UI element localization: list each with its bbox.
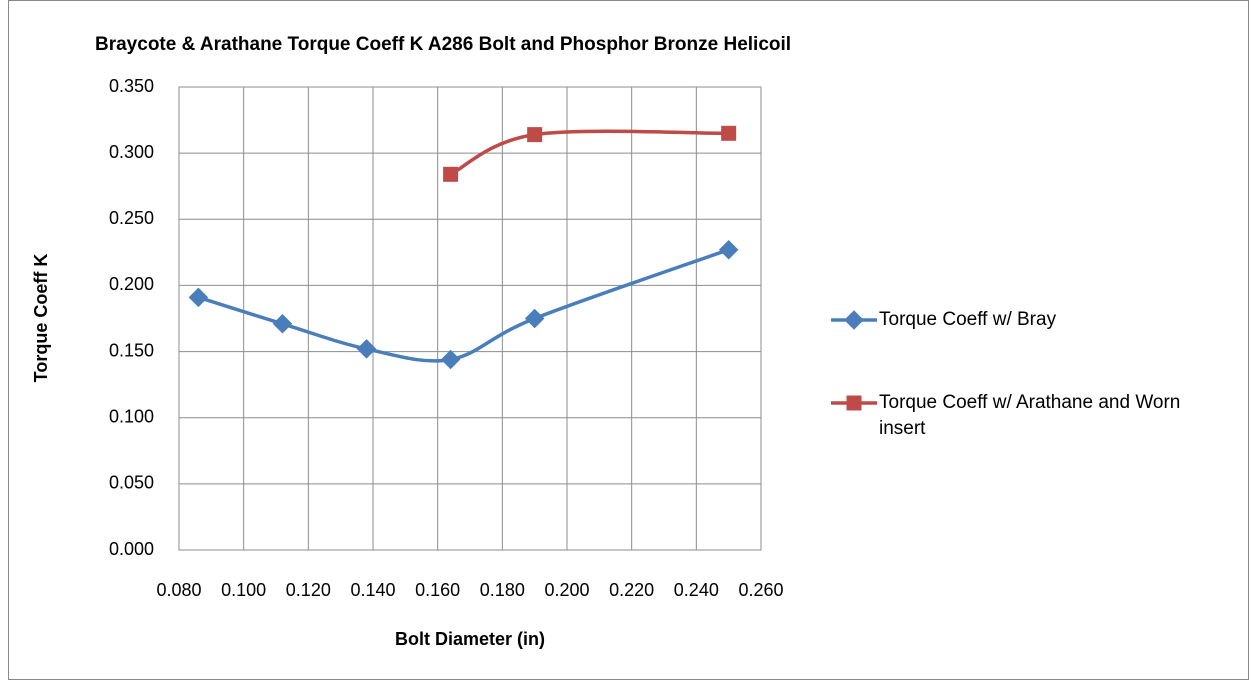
marker xyxy=(524,308,545,329)
x-tick-label: 0.200 xyxy=(544,580,589,600)
x-tick-label: 0.140 xyxy=(350,580,395,600)
marker xyxy=(718,239,739,260)
marker xyxy=(721,125,737,141)
y-tick-label: 0.150 xyxy=(109,340,154,360)
marker xyxy=(844,310,864,330)
series-line xyxy=(449,129,729,176)
marker xyxy=(440,349,461,370)
y-tick-label: 0.350 xyxy=(109,76,154,96)
x-tick-label: 0.180 xyxy=(480,580,525,600)
y-axis-label: Torque Coeff K xyxy=(31,254,51,383)
marker xyxy=(527,127,543,143)
x-tick-label: 0.240 xyxy=(674,580,719,600)
x-axis-label: Bolt Diameter (in) xyxy=(395,629,545,649)
x-tick-label: 0.220 xyxy=(609,580,654,600)
chart-frame xyxy=(8,0,1249,680)
chart-title: Braycote & Arathane Torque Coeff K A286 … xyxy=(95,34,791,55)
y-tick-label: 0.000 xyxy=(109,539,154,559)
y-tick-label: 0.300 xyxy=(109,142,154,162)
legend-label: Torque Coeff w/ Bray xyxy=(879,309,1057,330)
y-tick-label: 0.200 xyxy=(109,274,154,294)
y-tick-label: 0.250 xyxy=(109,208,154,228)
x-tick-label: 0.080 xyxy=(156,580,201,600)
y-tick-label: 0.100 xyxy=(109,406,154,426)
marker xyxy=(356,339,377,359)
marker xyxy=(272,314,293,334)
x-tick-label: 0.260 xyxy=(738,580,783,600)
x-tick-label: 0.120 xyxy=(286,580,331,600)
plot-frame xyxy=(178,86,762,551)
x-tick-label: 0.160 xyxy=(415,580,460,600)
marker xyxy=(846,395,862,411)
y-tick-label: 0.050 xyxy=(109,473,154,493)
marker xyxy=(188,287,209,308)
legend-label: Torque Coeff w/ Arathane and Worn insert xyxy=(879,392,1181,439)
x-tick-label: 0.100 xyxy=(221,580,266,600)
marker xyxy=(443,166,459,182)
